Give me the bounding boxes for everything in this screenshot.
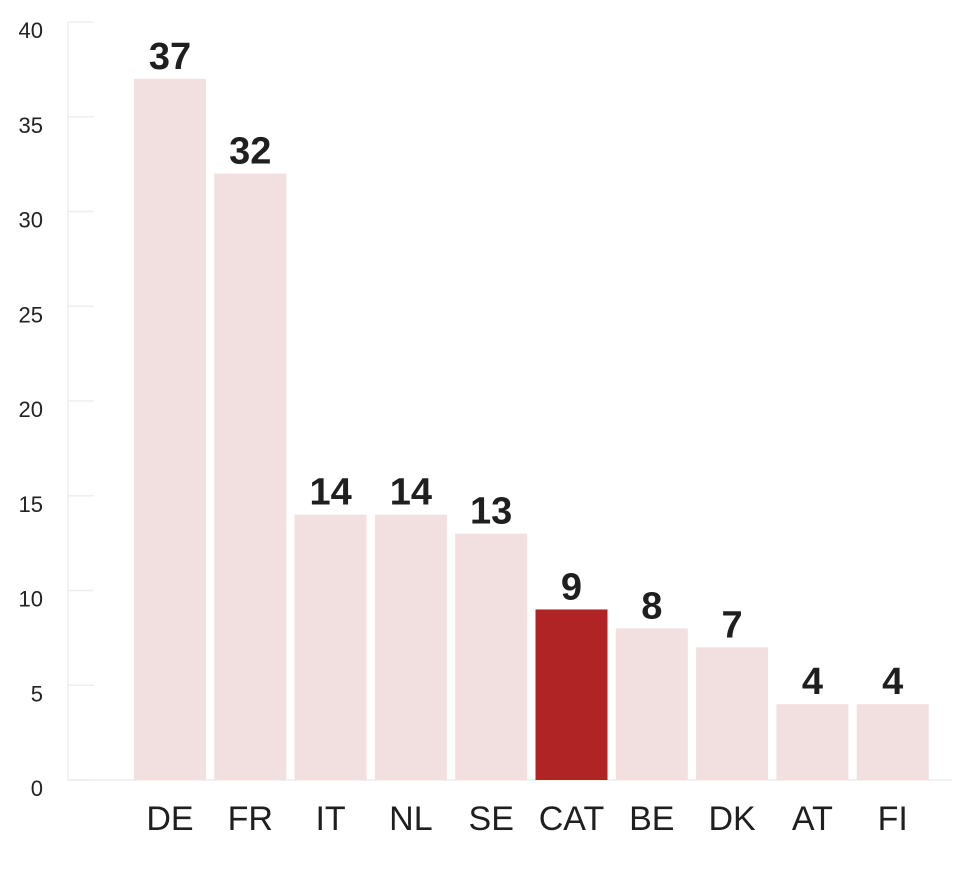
x-tick-label-cat: CAT: [539, 800, 604, 838]
y-tick-label: 30: [19, 208, 43, 233]
labels-layer: 37 DE 32 FR 14 IT 14 NL 13 SE 9 CAT 8 BE 7 DK 4 AT 4 FI: [146, 36, 907, 838]
bar-de: [134, 78, 206, 781]
x-tick-label-it: IT: [315, 800, 345, 838]
y-tick-label: 20: [19, 397, 43, 422]
bar-be: [615, 628, 688, 780]
bar-cat: [535, 609, 608, 780]
y-tick-label: 25: [19, 302, 43, 327]
y-tick-label: 35: [19, 113, 43, 138]
bar-it: [294, 514, 367, 780]
x-tick-label-dk: DK: [708, 800, 756, 838]
bar-nl: [374, 514, 447, 780]
x-tick-label-at: AT: [792, 800, 833, 838]
bar-fi: [856, 704, 929, 780]
data-label-cat: 9: [561, 566, 582, 608]
bars-layer: [134, 78, 929, 781]
y-tick-label: 40: [19, 18, 43, 43]
bar-at: [776, 704, 849, 780]
x-tick-label-se: SE: [469, 800, 514, 838]
x-tick-label-fi: FI: [878, 800, 908, 838]
bar-dk: [696, 647, 769, 780]
data-label-fi: 4: [882, 661, 903, 703]
data-label-nl: 14: [390, 472, 432, 514]
bar-fr: [214, 173, 287, 781]
y-tick-label: 5: [31, 681, 43, 706]
data-label-de: 37: [149, 36, 191, 78]
data-label-dk: 7: [722, 604, 743, 646]
x-tick-label-de: DE: [146, 800, 193, 838]
data-label-be: 8: [641, 585, 662, 627]
data-label-at: 4: [802, 661, 823, 703]
x-tick-label-be: BE: [629, 800, 674, 838]
y-tick-label: 0: [31, 776, 43, 801]
x-tick-label-fr: FR: [228, 800, 273, 838]
data-label-fr: 32: [229, 131, 271, 173]
y-tick-label: 10: [19, 587, 43, 612]
data-label-se: 13: [470, 491, 512, 533]
bar-se: [455, 533, 528, 780]
x-tick-label-nl: NL: [389, 800, 432, 838]
data-label-it: 14: [309, 472, 351, 514]
y-tick-label: 15: [19, 492, 43, 517]
